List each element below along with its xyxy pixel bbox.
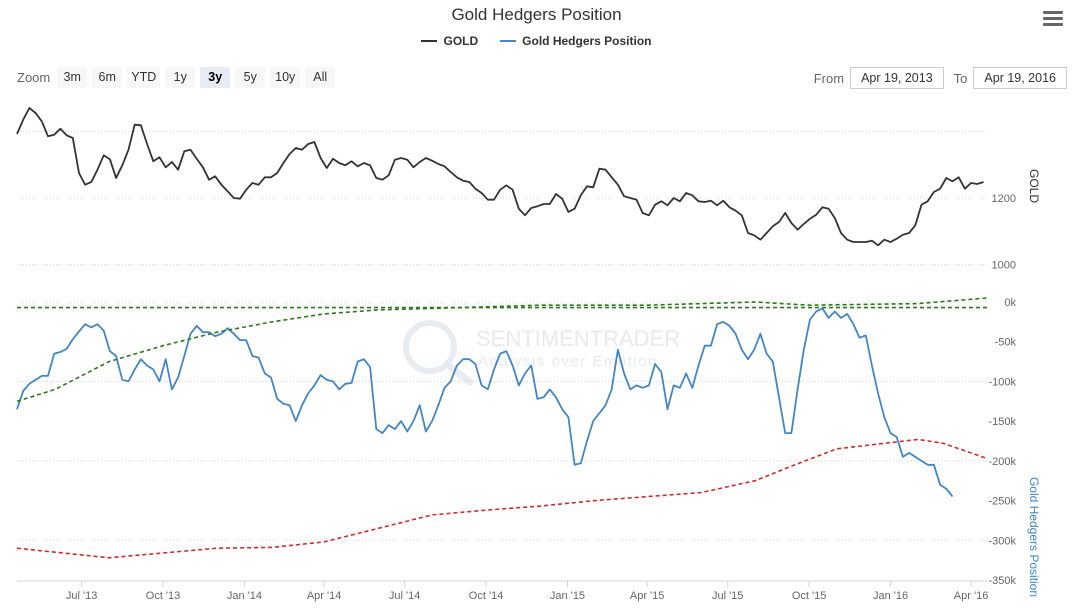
watermark-logo-handle bbox=[443, 360, 474, 386]
hedgers-y-tick-label: -50k bbox=[995, 337, 1017, 349]
x-tick-label: Oct '15 bbox=[792, 590, 827, 602]
range-button-1y[interactable]: 1y bbox=[165, 67, 196, 88]
range-button-3m[interactable]: 3m bbox=[57, 67, 88, 88]
range-selector: Zoom 3m 6m YTD 1y 3y 5y 10y All bbox=[17, 67, 336, 88]
gold-series-line-0 bbox=[16, 107, 984, 247]
x-tick-label: Oct '14 bbox=[469, 590, 504, 602]
x-tick-label: Jul '15 bbox=[712, 590, 743, 602]
range-button-all[interactable]: All bbox=[305, 67, 336, 88]
x-tick-label: Jan '16 bbox=[873, 590, 908, 602]
zoom-label: Zoom bbox=[17, 70, 51, 85]
hedgers-y-tick-label: -250k bbox=[988, 496, 1016, 508]
legend: GOLD Gold Hedgers Position bbox=[0, 34, 1073, 48]
range-button-3y[interactable]: 3y bbox=[200, 67, 231, 88]
hedgers-y-tick-label: -300k bbox=[988, 535, 1016, 547]
legend-item-gold[interactable]: GOLD bbox=[421, 34, 478, 48]
hedgers-series-line-0 bbox=[16, 307, 954, 498]
watermark-logo-icon bbox=[403, 320, 457, 374]
watermark: SENTIMENTRADER Analysis over Emotion bbox=[403, 320, 680, 386]
gold-y-tick-label: 1200 bbox=[992, 193, 1016, 205]
x-tick-label: Jul '13 bbox=[66, 590, 97, 602]
legend-label-hedgers: Gold Hedgers Position bbox=[522, 34, 652, 48]
watermark-tagline: Analysis over Emotion bbox=[478, 353, 658, 370]
hedgers-series-line-3 bbox=[16, 438, 988, 559]
x-tick-label: Apr '16 bbox=[954, 590, 989, 602]
gold-y-tick-label: 1000 bbox=[992, 260, 1016, 272]
watermark-brand: SENTIMENTRADER bbox=[476, 326, 680, 351]
hedgers-y-tick-label: -150k bbox=[988, 416, 1016, 428]
to-label: To bbox=[953, 70, 968, 86]
hamburger-menu-icon[interactable] bbox=[1043, 11, 1063, 29]
x-tick-label: Jan '15 bbox=[550, 590, 585, 602]
x-tick-label: Jul '14 bbox=[389, 590, 420, 602]
hedgers-series-line-1 bbox=[16, 297, 988, 403]
x-tick-label: Oct '13 bbox=[146, 590, 181, 602]
to-date-input[interactable]: Apr 19, 2016 bbox=[973, 67, 1067, 89]
hedgers-y-tick-label: -200k bbox=[988, 456, 1016, 468]
hedgers-y-tick-label: 0k bbox=[1004, 297, 1016, 309]
legend-swatch-gold bbox=[421, 40, 438, 42]
legend-swatch-hedgers bbox=[500, 40, 517, 42]
series-layer bbox=[16, 107, 988, 559]
range-button-ytd[interactable]: YTD bbox=[127, 67, 161, 88]
from-label: From bbox=[813, 70, 845, 86]
hedgers-axis-title: Gold Hedgers Position bbox=[1027, 477, 1041, 597]
range-button-5y[interactable]: 5y bbox=[235, 67, 266, 88]
range-button-6m[interactable]: 6m bbox=[92, 67, 123, 88]
x-tick-label: Apr '15 bbox=[630, 590, 665, 602]
x-tick-label: Jan '14 bbox=[227, 590, 262, 602]
gold-axis-title: GOLD bbox=[1027, 169, 1041, 203]
x-tick-label: Apr '14 bbox=[307, 590, 342, 602]
axis-layer: Jul '13 Oct '13 Jan '14 Apr '14 Jul '14 Oct '… bbox=[17, 169, 1041, 602]
range-button-10y[interactable]: 10y bbox=[270, 67, 301, 88]
chart-title: Gold Hedgers Position bbox=[451, 5, 622, 24]
legend-item-hedgers[interactable]: Gold Hedgers Position bbox=[500, 34, 652, 48]
from-date-input[interactable]: Apr 19, 2013 bbox=[850, 67, 944, 89]
legend-label-gold: GOLD bbox=[443, 34, 479, 48]
date-range: From Apr 19, 2013 To Apr 19, 2016 bbox=[814, 67, 1067, 89]
hedgers-y-tick-label: -350k bbox=[988, 575, 1016, 587]
hedgers-y-tick-label: -100k bbox=[988, 376, 1016, 388]
